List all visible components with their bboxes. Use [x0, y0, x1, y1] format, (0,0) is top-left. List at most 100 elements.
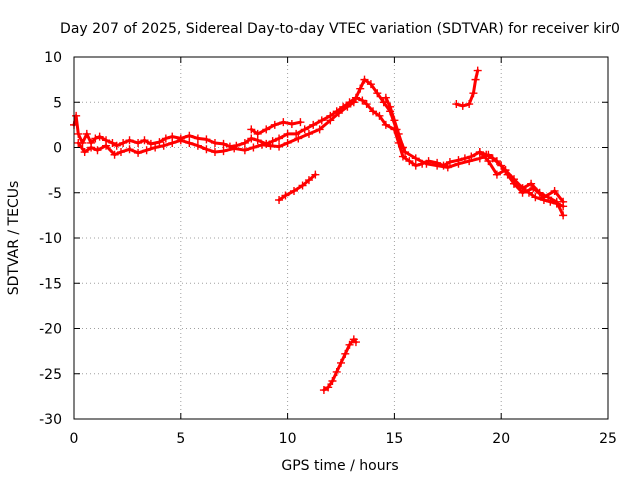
data-point	[501, 166, 510, 175]
data-point	[452, 100, 461, 109]
data-point	[358, 96, 367, 105]
data-point	[146, 139, 155, 148]
data-point	[469, 89, 478, 98]
data-point	[343, 102, 352, 111]
data-point	[559, 211, 568, 220]
data-point	[518, 188, 527, 197]
data-point	[458, 101, 467, 110]
data-point	[240, 146, 249, 155]
data-point	[527, 179, 536, 188]
x-tick-label: 15	[385, 431, 403, 447]
y-axis-label: SDTVAR / TECUs	[6, 181, 22, 296]
series-track-low	[319, 335, 360, 395]
series-path	[454, 69, 480, 108]
series-track-main-d	[381, 93, 407, 152]
data-point	[275, 134, 284, 143]
series-path	[322, 337, 358, 392]
data-point	[275, 142, 284, 151]
data-point	[304, 176, 313, 185]
data-point	[140, 136, 149, 145]
data-point	[332, 367, 341, 376]
data-point	[142, 146, 151, 155]
data-point	[185, 131, 194, 140]
data-point	[290, 186, 299, 195]
series-track-short-mid	[275, 170, 320, 204]
data-point	[345, 340, 354, 349]
data-point	[125, 145, 134, 154]
data-point	[471, 75, 480, 84]
data-point	[492, 157, 501, 166]
data-point	[529, 184, 538, 193]
data-point	[87, 143, 96, 152]
data-point	[112, 141, 121, 150]
data-point	[433, 161, 442, 170]
data-point	[134, 148, 143, 157]
data-point	[110, 150, 119, 159]
data-point	[159, 141, 168, 150]
data-point	[319, 386, 328, 395]
data-point	[262, 125, 271, 134]
y-tick-label: -15	[39, 276, 62, 292]
data-point	[475, 148, 484, 157]
x-axis-label: GPS time / hours	[281, 458, 398, 474]
data-point	[454, 159, 463, 168]
data-point	[270, 120, 279, 129]
data-point	[95, 132, 104, 141]
tick-layer: 0 5 10 15 20 25 -30 -25 -20 -15 -10 -5 0 5 10	[39, 50, 617, 447]
y-tick-label: 10	[44, 50, 62, 66]
data-point	[341, 349, 350, 358]
grid-layer	[74, 57, 608, 419]
series-track-main-c	[247, 118, 305, 138]
data-point	[202, 135, 211, 144]
x-tick-label: 5	[176, 431, 185, 447]
data-point	[349, 98, 358, 107]
data-point	[230, 144, 239, 153]
data-point	[151, 143, 160, 152]
data-point	[445, 157, 454, 166]
data-point	[119, 138, 128, 147]
y-tick-label: -20	[39, 322, 62, 338]
data-point	[298, 181, 307, 190]
data-point	[283, 129, 292, 138]
data-point	[465, 157, 474, 166]
data-point	[386, 102, 395, 111]
data-point	[210, 138, 219, 147]
data-point	[443, 163, 452, 172]
data-point	[373, 89, 382, 98]
data-point	[381, 120, 390, 129]
x-tick-label: 0	[70, 431, 79, 447]
data-point	[202, 145, 211, 154]
data-point	[155, 138, 164, 147]
data-point	[324, 383, 333, 392]
data-point	[193, 134, 202, 143]
series-path	[72, 96, 565, 208]
data-point	[91, 134, 100, 143]
data-point	[411, 154, 420, 163]
x-tick-label: 25	[599, 431, 617, 447]
data-point	[375, 111, 384, 120]
data-point	[296, 118, 305, 127]
data-point	[247, 125, 256, 134]
data-point	[219, 139, 228, 148]
data-point	[116, 148, 125, 157]
data-point	[266, 141, 275, 150]
data-point	[240, 138, 249, 147]
data-point	[510, 179, 519, 188]
data-point	[328, 376, 337, 385]
data-point	[317, 116, 326, 125]
data-point	[108, 138, 117, 147]
y-tick-label: 5	[53, 95, 62, 111]
data-point	[484, 157, 493, 166]
data-point	[82, 129, 91, 138]
data-point	[193, 141, 202, 150]
data-point	[334, 109, 343, 118]
data-point	[93, 146, 102, 155]
data-point	[74, 129, 83, 138]
data-point	[492, 170, 501, 179]
x-tick-label: 20	[492, 431, 510, 447]
data-point	[309, 120, 318, 129]
data-point	[473, 66, 482, 75]
data-point	[539, 193, 548, 202]
data-point	[401, 148, 410, 157]
data-point	[411, 161, 420, 170]
